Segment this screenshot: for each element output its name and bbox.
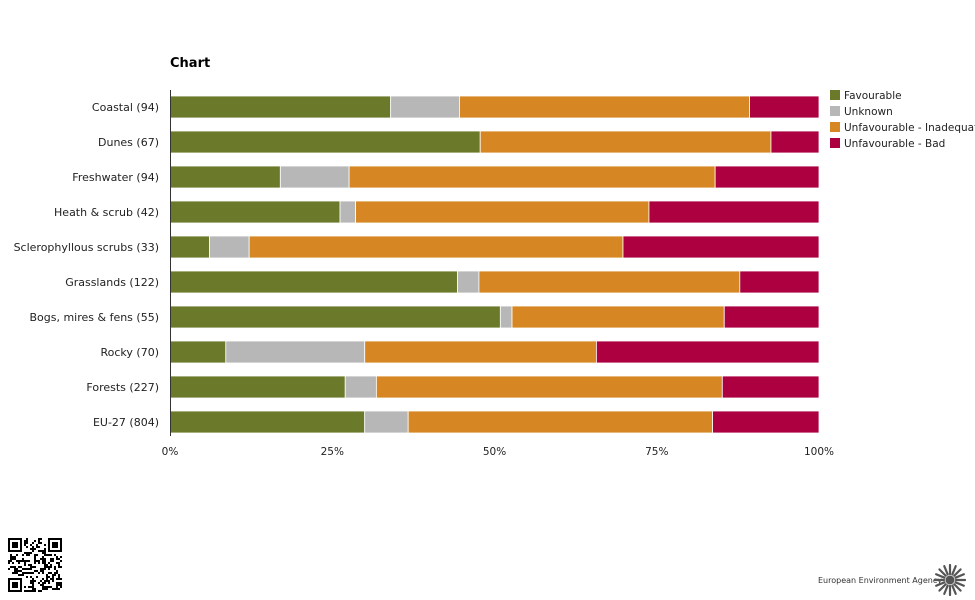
- bar-coastal-94-favourable: [169, 95, 392, 119]
- category-label-sclerophyllous-scrubs-33: Sclerophyllous scrubs (33): [14, 241, 159, 254]
- bar-rocky-70-unfavourable-bad: [595, 340, 820, 364]
- bar-dunes-67-unfavourable-inadequate: [479, 130, 772, 154]
- bar-forests-227-favourable: [169, 375, 346, 399]
- legend-swatch-unfavourable-inadequate: [830, 122, 840, 132]
- x-tick-label-50: 50%: [483, 446, 506, 458]
- eea-logo-text: European Environment Agency: [818, 576, 942, 585]
- bars-layer: [169, 95, 820, 434]
- bar-grasslands-122-unfavourable-inadequate: [478, 270, 741, 294]
- legend-swatch-unknown: [830, 106, 840, 116]
- bar-eu-27-804-unfavourable-bad: [712, 410, 820, 434]
- bar-forests-227-unfavourable-inadequate: [375, 375, 723, 399]
- bar-bogs-mires-fens-55-unknown: [499, 305, 513, 329]
- bar-heath-scrub-42-unfavourable-bad: [648, 200, 820, 224]
- legend: Favourable Unknown Unfavourable - Inadequa…: [830, 90, 975, 150]
- x-tick-label-100: 100%: [804, 446, 834, 458]
- bar-heath-scrub-42-unfavourable-inadequate: [355, 200, 650, 224]
- bar-rocky-70-unfavourable-inadequate: [364, 340, 597, 364]
- x-tick-label-25: 25%: [321, 446, 344, 458]
- bar-freshwater-94-unknown: [279, 165, 350, 189]
- bar-eu-27-804-unfavourable-inadequate: [407, 410, 713, 434]
- bar-grasslands-122-favourable: [169, 270, 458, 294]
- bar-sclerophyllous-scrubs-33-favourable: [169, 235, 210, 259]
- bar-bogs-mires-fens-55-favourable: [169, 305, 501, 329]
- bar-bogs-mires-fens-55-unfavourable-bad: [723, 305, 820, 329]
- category-label-bogs-mires-fens-55: Bogs, mires & fens (55): [29, 311, 159, 324]
- eea-logo: European Environment Agency: [818, 564, 968, 596]
- x-tick-label-0: 0%: [162, 446, 179, 458]
- bar-rocky-70-unknown: [225, 340, 366, 364]
- legend-label-unfavourable-bad: Unfavourable - Bad: [844, 138, 945, 150]
- bar-grasslands-122-unknown: [457, 270, 480, 294]
- x-tick-label-75: 75%: [645, 446, 668, 458]
- legend-label-unknown: Unknown: [844, 106, 893, 118]
- bar-sclerophyllous-scrubs-33-unfavourable-bad: [622, 235, 820, 259]
- eea-sun-icon: [934, 564, 966, 596]
- bar-coastal-94-unknown: [390, 95, 460, 119]
- bar-freshwater-94-unfavourable-bad: [714, 165, 820, 189]
- bar-forests-227-unfavourable-bad: [721, 375, 820, 399]
- bar-forests-227-unknown: [344, 375, 377, 399]
- bar-sclerophyllous-scrubs-33-unknown: [209, 235, 250, 259]
- bar-coastal-94-unfavourable-inadequate: [459, 95, 750, 119]
- bar-freshwater-94-favourable: [169, 165, 281, 189]
- bar-heath-scrub-42-unknown: [339, 200, 357, 224]
- bar-rocky-70-favourable: [169, 340, 227, 364]
- bar-sclerophyllous-scrubs-33-unfavourable-inadequate: [248, 235, 624, 259]
- bar-dunes-67-favourable: [169, 130, 481, 154]
- category-label-eu-27-804: EU-27 (804): [93, 416, 159, 429]
- category-label-heath-scrub-42: Heath & scrub (42): [54, 206, 159, 219]
- category-label-forests-227: Forests (227): [86, 381, 159, 394]
- legend-swatch-favourable: [830, 90, 840, 100]
- category-label-grasslands-122: Grasslands (122): [65, 276, 159, 289]
- bar-freshwater-94-unfavourable-inadequate: [348, 165, 716, 189]
- bar-eu-27-804-favourable: [169, 410, 366, 434]
- category-label-dunes-67: Dunes (67): [98, 136, 159, 149]
- axes-layer: Coastal (94) Dunes (67) Freshwater (94) Hea…: [14, 90, 834, 458]
- legend-swatch-unfavourable-bad: [830, 138, 840, 148]
- legend-label-favourable: Favourable: [844, 90, 902, 102]
- legend-label-unfavourable-inadequate: Unfavourable - Inadequate: [844, 122, 975, 134]
- qr-code: [8, 538, 62, 592]
- category-label-freshwater-94: Freshwater (94): [72, 171, 159, 184]
- bar-bogs-mires-fens-55-unfavourable-inadequate: [511, 305, 725, 329]
- chart-title: Chart: [170, 56, 211, 71]
- bar-heath-scrub-42-favourable: [169, 200, 341, 224]
- bar-eu-27-804-unknown: [364, 410, 409, 434]
- bar-coastal-94-unfavourable-bad: [749, 95, 820, 119]
- category-label-rocky-70: Rocky (70): [101, 346, 160, 359]
- category-label-coastal-94: Coastal (94): [92, 101, 159, 114]
- bar-dunes-67-unfavourable-bad: [770, 130, 820, 154]
- bar-grasslands-122-unfavourable-bad: [739, 270, 820, 294]
